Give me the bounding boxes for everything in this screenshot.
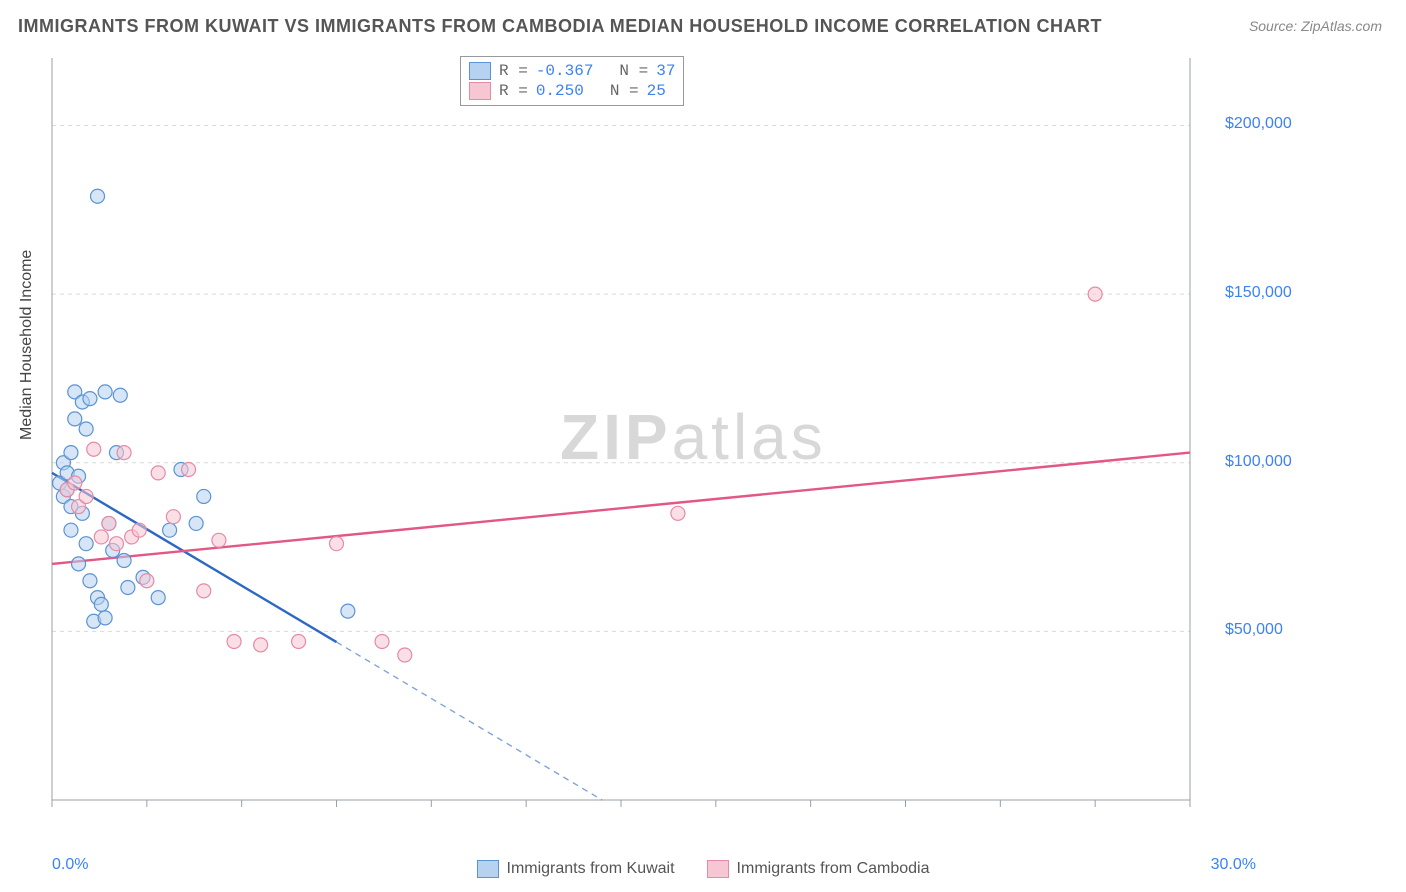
legend-item-kuwait: Immigrants from Kuwait [477,860,675,878]
stat-r-cambodia: 0.250 [536,82,584,100]
legend-label-kuwait: Immigrants from Kuwait [507,860,675,878]
y-axis-label: Median Household Income [18,250,36,440]
swatch-kuwait [469,62,491,80]
chart-container: IMMIGRANTS FROM KUWAIT VS IMMIGRANTS FRO… [0,0,1406,892]
chart-svg [50,50,1380,840]
stat-n-kuwait: 37 [656,62,675,80]
legend-item-cambodia: Immigrants from Cambodia [707,860,930,878]
y-tick-label: $200,000 [1225,115,1292,133]
stat-label-n: N = [610,82,639,100]
plot-area [50,50,1380,840]
y-tick-label: $100,000 [1225,453,1292,471]
y-tick-label: $150,000 [1225,284,1292,302]
chart-title: IMMIGRANTS FROM KUWAIT VS IMMIGRANTS FRO… [18,16,1102,37]
y-tick-label: $50,000 [1225,621,1283,639]
stat-label-n: N = [619,62,648,80]
legend-swatch-kuwait [477,860,499,878]
swatch-cambodia [469,82,491,100]
stats-row-cambodia: R = 0.250 N = 25 [469,81,675,101]
source-attribution: Source: ZipAtlas.com [1249,18,1382,34]
correlation-stats-box: R = -0.367 N = 37 R = 0.250 N = 25 [460,56,684,106]
stat-r-kuwait: -0.367 [536,62,594,80]
bottom-legend: Immigrants from Kuwait Immigrants from C… [0,860,1406,878]
stat-label-r: R = [499,82,528,100]
legend-swatch-cambodia [707,860,729,878]
stats-row-kuwait: R = -0.367 N = 37 [469,61,675,81]
stat-n-cambodia: 25 [647,82,666,100]
stat-label-r: R = [499,62,528,80]
legend-label-cambodia: Immigrants from Cambodia [737,860,930,878]
